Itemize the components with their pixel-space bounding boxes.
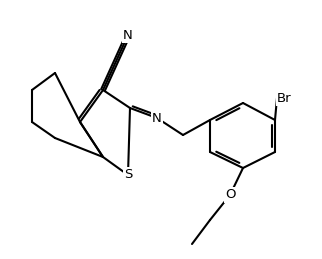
Text: S: S	[124, 169, 132, 182]
Text: N: N	[123, 28, 133, 41]
Text: Br: Br	[277, 91, 291, 104]
Text: O: O	[225, 189, 235, 202]
Text: N: N	[152, 112, 162, 125]
